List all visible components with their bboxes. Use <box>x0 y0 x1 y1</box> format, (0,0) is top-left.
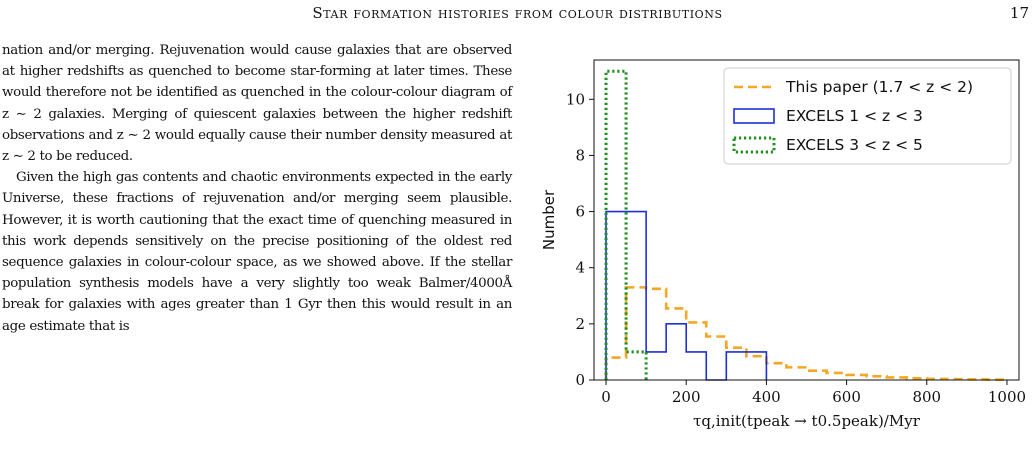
histogram-series-2 <box>605 210 768 381</box>
body-paragraph: nation and/or merging. Rejuvenation woul… <box>2 43 512 165</box>
legend-swatch <box>733 108 775 124</box>
body-paragraph: Given the high gas contents and chaotic … <box>2 170 512 334</box>
x-tick-label: 200 <box>672 388 701 406</box>
x-tick-label: 800 <box>912 388 941 406</box>
y-tick-label: 6 <box>575 203 585 221</box>
page-number: 17 <box>1009 4 1029 22</box>
y-tick-label: 2 <box>575 315 585 333</box>
legend-label: EXCELS 1 < z < 3 <box>786 107 923 125</box>
plot-frame <box>593 59 1020 381</box>
legend-label: EXCELS 3 < z < 5 <box>786 136 923 154</box>
histogram-series-3 <box>604 69 648 380</box>
histogram-chart: 0 200 400 600 800 1000 0 2 4 6 8 10 Number τq,init(tp… <box>540 59 1026 430</box>
y-tick-label: 4 <box>575 259 585 277</box>
running-title: Star formation histories from colour dis… <box>312 4 723 22</box>
x-tick-label: 0 <box>601 388 611 406</box>
x-tick-label: 1000 <box>988 388 1026 406</box>
running-head: Star formation histories from colour dis… <box>0 2 1035 26</box>
legend-label: This paper (1.7 < z < 2) <box>785 78 973 96</box>
y-axis-label: Number <box>540 189 558 250</box>
y-tick-label: 8 <box>575 146 585 164</box>
histogram-series-1 <box>604 286 1009 382</box>
y-tick-label: 0 <box>575 371 585 389</box>
legend-box <box>723 67 1012 165</box>
body-text-column: nation and/or merging. Rejuvenation woul… <box>2 40 512 337</box>
x-tick-label: 600 <box>832 388 861 406</box>
histogram-figure: 0 200 400 600 800 1000 0 2 4 6 8 10 Number τq,init(tp… <box>530 40 1035 460</box>
legend-swatch <box>732 136 776 154</box>
x-tick-label: 400 <box>752 388 781 406</box>
x-axis-label: τq,init(tpeak → t0.5peak)/Myr <box>693 412 921 430</box>
y-tick-label: 10 <box>566 90 585 108</box>
